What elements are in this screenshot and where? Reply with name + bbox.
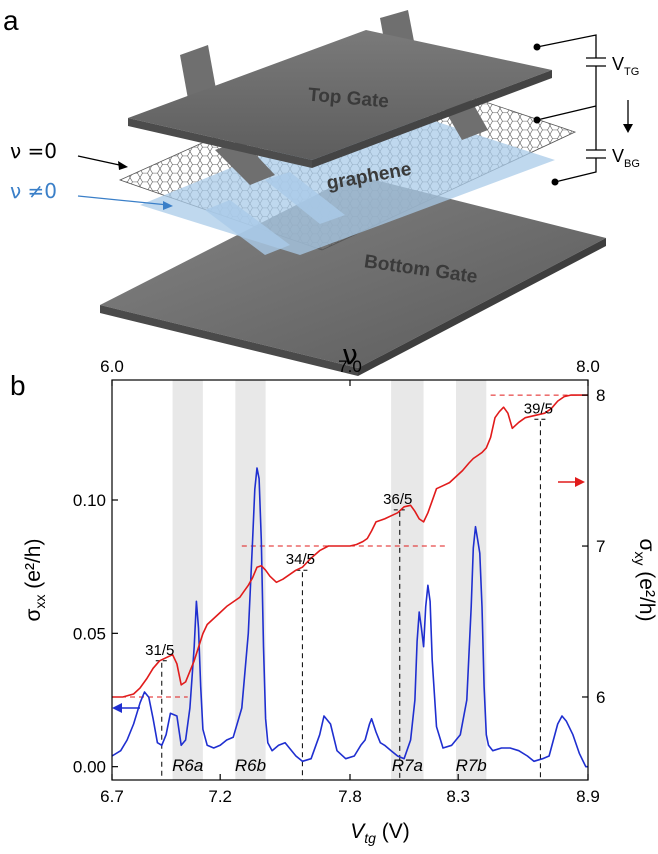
x-tick-label: 8.3 [446, 787, 470, 806]
top-tick-label: 7.0 [338, 357, 362, 376]
x-tick-label: 8.9 [576, 787, 600, 806]
vtg-label: V [612, 54, 624, 74]
annotations: R6a R6b R7a R7b 31/5 34/5 36/5 39/5 [145, 400, 553, 775]
svg-text:Vtg (V): Vtg (V) [350, 820, 410, 846]
panel-b-label: b [10, 370, 26, 401]
x-tick-label: 7.2 [208, 787, 232, 806]
left-tick-label: 0.00 [73, 758, 106, 777]
left-axis-unit: (e²/h) [22, 539, 45, 595]
svg-text:σxy (e²/h): σxy (e²/h) [632, 539, 658, 622]
right-axis-sub: xy [632, 551, 648, 565]
panel-a: a Top Gate graphene Bottom Gate [3, 5, 640, 376]
right-tick-label: 8 [596, 386, 605, 405]
sigma-xx-arrow [112, 703, 122, 713]
left-tick-label: 0.05 [73, 624, 106, 643]
vtg-sub: TG [624, 66, 639, 78]
fraction-label: 39/5 [524, 400, 553, 417]
axis-ticks: 6.7 7.2 7.8 8.3 8.9 6.0 7.0 8.0 0.00 0.05 0.10 6 7 8 [73, 357, 606, 806]
band-label: R6a [172, 756, 203, 775]
band-label: R6b [235, 756, 266, 775]
left-axis-sub: xx [32, 595, 48, 609]
band-r7a [391, 380, 423, 780]
band-label: R7a [392, 756, 423, 775]
sigma-xy-arrow [575, 477, 585, 487]
fraction-label: 31/5 [145, 642, 174, 659]
right-tick-label: 6 [596, 688, 605, 707]
top-tick-label: 6.0 [100, 357, 124, 376]
svg-text:VBG: VBG [612, 146, 640, 170]
right-tick-label: 7 [596, 537, 605, 556]
svg-text:σxx (e²/h): σxx (e²/h) [22, 539, 48, 622]
panel-b: b ν 6.7 7.2 7.8 8.3 8.96.0 7.0 8.00.000.050.10… [10, 338, 658, 846]
x-tick-label: 6.7 [100, 787, 124, 806]
shaded-bands [173, 380, 487, 780]
svg-text:VTG: VTG [612, 54, 639, 78]
fraction-label: 34/5 [286, 551, 315, 568]
left-tick-label: 0.10 [73, 491, 106, 510]
right-axis-symbol: σ [635, 539, 658, 552]
x-axis-sub: tg [364, 830, 376, 846]
top-tick-label: 8.0 [576, 357, 600, 376]
x-tick-label: 7.8 [338, 787, 362, 806]
vbg-label: V [612, 146, 624, 166]
band-label: R7b [456, 756, 487, 775]
x-axis-unit: (V) [376, 820, 410, 843]
right-axis-unit: (e²/h) [635, 565, 658, 621]
nu-nonzero-label: ν ≠0 [10, 179, 57, 203]
band-r7b [456, 380, 486, 780]
nu-zero-label: ν =0 [10, 139, 57, 163]
panel-a-label: a [3, 5, 19, 36]
vbg-sub: BG [624, 158, 640, 170]
left-axis-symbol: σ [22, 608, 45, 621]
fraction-label: 36/5 [383, 491, 412, 508]
